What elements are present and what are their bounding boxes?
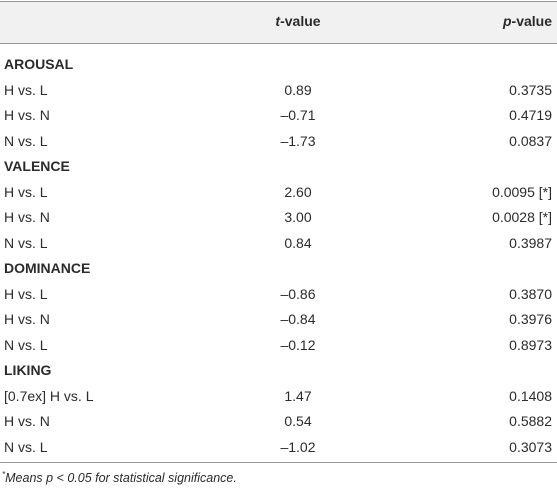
p-value: 0.0095 [*] bbox=[492, 183, 552, 200]
p-value: 0.3735 bbox=[509, 81, 552, 98]
t-value: –0.84 bbox=[280, 311, 316, 327]
t-value: –1.02 bbox=[280, 438, 316, 455]
t-value: 2.60 bbox=[284, 183, 312, 200]
t-value: –1.73 bbox=[280, 132, 316, 149]
p-value: 0.3976 bbox=[509, 311, 552, 327]
t-value: 3.00 bbox=[284, 209, 312, 225]
row-label: N vs. L bbox=[4, 438, 48, 455]
section-title: AROUSAL bbox=[4, 56, 74, 72]
row-label: H vs. L bbox=[4, 285, 48, 302]
p-value: 0.3870 bbox=[509, 285, 552, 302]
row-label: N vs. L bbox=[4, 234, 48, 251]
p-value: 0.0837 bbox=[509, 132, 552, 149]
footnote: *Means p < 0.05 for statistical signific… bbox=[2, 470, 237, 485]
column-symbol: t bbox=[275, 13, 281, 29]
row-label: N vs. L bbox=[4, 336, 48, 353]
row-label: H vs. L bbox=[4, 183, 48, 200]
t-value: 1.47 bbox=[284, 387, 312, 404]
bottom-rule bbox=[0, 462, 557, 463]
row-label: H vs. N bbox=[4, 107, 50, 123]
row-label: [0.7ex] H vs. L bbox=[4, 387, 94, 404]
footnote-marker: * bbox=[2, 470, 6, 479]
t-value: 0.84 bbox=[284, 234, 312, 251]
p-value: 0.3987 bbox=[509, 234, 552, 251]
section-title: VALENCE bbox=[4, 158, 70, 174]
row-label: H vs. N bbox=[4, 209, 50, 225]
p-value: 0.8973 bbox=[509, 336, 552, 353]
column-header: t-value bbox=[270, 1, 326, 42]
section-title: DOMINANCE bbox=[4, 260, 91, 276]
p-value: 0.3073 bbox=[509, 438, 552, 455]
t-value: 0.89 bbox=[284, 81, 312, 98]
column-suffix: -value bbox=[280, 13, 321, 29]
row-label: H vs. N bbox=[4, 413, 50, 429]
t-value: 0.54 bbox=[284, 413, 312, 429]
p-value: 0.4719 bbox=[509, 107, 552, 123]
t-value: –0.12 bbox=[280, 336, 316, 353]
row-label: N vs. L bbox=[4, 132, 48, 149]
row-label: H vs. L bbox=[4, 81, 48, 98]
t-value: –0.86 bbox=[280, 285, 316, 302]
column-suffix: -value bbox=[511, 13, 552, 29]
column-header: p-value bbox=[503, 1, 552, 42]
p-value: 0.5882 bbox=[509, 413, 552, 429]
row-label: H vs. N bbox=[4, 311, 50, 327]
column-symbol: p bbox=[502, 13, 512, 29]
header-row bbox=[0, 1, 557, 44]
p-value: 0.1408 bbox=[509, 387, 552, 404]
p-value: 0.0028 [*] bbox=[492, 209, 552, 225]
t-value: –0.71 bbox=[280, 107, 316, 123]
section-title: LIKING bbox=[4, 362, 52, 378]
footnote-text: Means p < 0.05 for statistical significa… bbox=[5, 471, 237, 486]
